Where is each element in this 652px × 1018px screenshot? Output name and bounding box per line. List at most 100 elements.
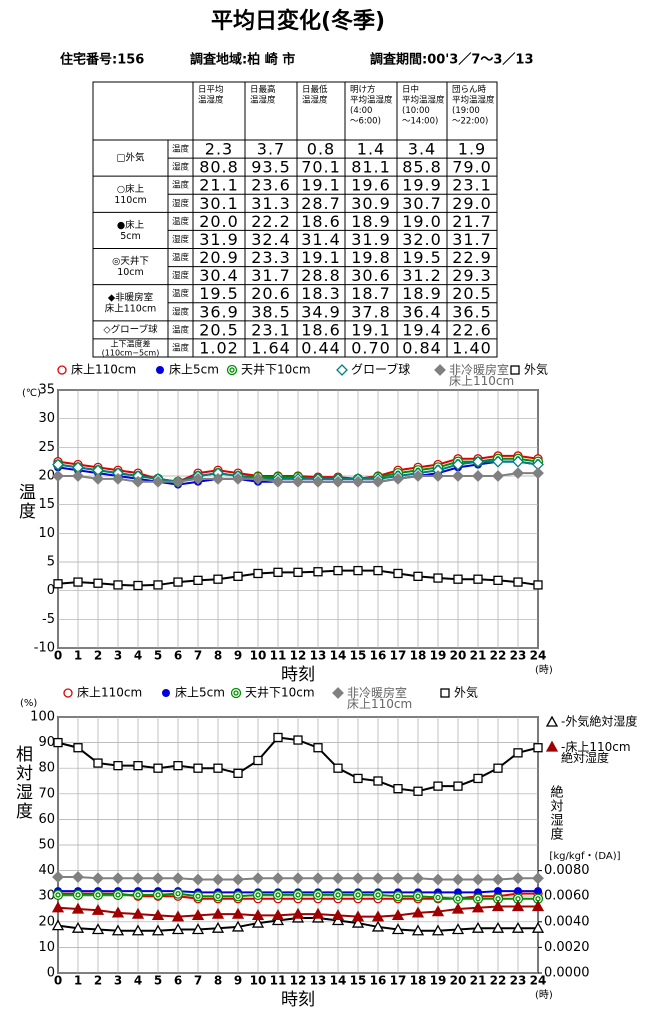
table-cell: 36.5 — [452, 302, 492, 321]
row-group-label: □外気 — [117, 152, 145, 164]
data-point — [193, 575, 203, 585]
x-tick-label: 3 — [114, 974, 122, 988]
x-tick-label: 14 — [330, 649, 347, 663]
data-point — [411, 906, 425, 918]
data-point — [512, 455, 524, 468]
x-tick-label: 20 — [450, 974, 467, 988]
x-tick-label: 3 — [114, 649, 122, 663]
data-point — [273, 567, 283, 577]
row-kind: 湿度 — [172, 198, 190, 209]
marker — [57, 365, 67, 375]
house-no: 住宅番号:156 — [60, 52, 144, 68]
x-axis-label: 時刻 — [281, 665, 315, 685]
table-cell: 0.84 — [402, 338, 442, 357]
data-point — [532, 872, 544, 885]
data-point — [352, 872, 364, 885]
data-point — [433, 781, 443, 791]
table-cell: 20.5 — [452, 284, 492, 303]
data-point — [112, 472, 124, 485]
x-axis-label: 時刻 — [281, 990, 315, 1010]
table-cell: 22.2 — [251, 212, 291, 231]
data-point — [432, 873, 444, 886]
table-cell: 32.4 — [251, 230, 291, 249]
y2-tick-label: 0.0060 — [544, 889, 590, 904]
row-kind: 湿度 — [172, 270, 190, 281]
data-point — [333, 565, 343, 576]
x-tick-label: 4 — [134, 974, 142, 988]
data-point — [413, 571, 423, 581]
y-tick-label: 15 — [38, 497, 55, 512]
x-tick-label: 18 — [410, 974, 427, 988]
x-tick-label: 1 — [74, 649, 82, 663]
x-tick-label: 11 — [270, 649, 287, 663]
x-tick-label: 13 — [310, 649, 327, 663]
x-tick-label: 15 — [350, 974, 367, 988]
data-point — [173, 760, 183, 771]
data-point — [53, 737, 63, 748]
data-point — [133, 580, 143, 591]
data-point — [193, 763, 203, 773]
table-cell: 34.9 — [301, 302, 341, 321]
y2-tick-label: 0.0020 — [544, 940, 590, 955]
y2-axis-unit: [kg/kgf・(DA)] — [549, 851, 620, 862]
data-point — [191, 909, 205, 921]
data-point — [132, 872, 144, 885]
data-point — [392, 472, 404, 485]
data-point — [291, 907, 305, 919]
table-cell: 3.7 — [257, 140, 285, 159]
data-point — [451, 923, 465, 935]
data-point — [351, 916, 365, 928]
table-cell: 19.1 — [301, 248, 341, 267]
y-tick-label: 35 — [38, 383, 55, 398]
x-tick-label: 4 — [134, 649, 142, 663]
data-point — [231, 920, 245, 932]
data-point — [452, 873, 464, 886]
data-point — [131, 907, 145, 919]
data-point — [92, 872, 104, 885]
x-tick-label: 19 — [430, 649, 447, 663]
row-kind: 温度 — [172, 288, 190, 299]
data-point — [432, 470, 444, 482]
x-axis-unit: (時) — [535, 664, 553, 676]
table-cell: 36.9 — [199, 302, 239, 321]
table-cell: 31.7 — [452, 230, 492, 249]
data-point — [132, 475, 144, 488]
legend-label: 非冷暖房室床上110cm — [449, 362, 514, 388]
data-point — [292, 872, 304, 885]
data-point — [352, 889, 364, 901]
data-point — [272, 475, 284, 488]
y-axis-label: 温度 — [15, 483, 36, 521]
marker — [226, 364, 238, 376]
x-tick-label: 12 — [290, 974, 307, 988]
data-point — [332, 872, 344, 885]
legend-label: 床上5cm — [175, 686, 225, 700]
table-cell: 93.5 — [251, 158, 291, 177]
y-tick-label: 60 — [38, 812, 55, 827]
table-border — [92, 81, 498, 358]
data-point — [71, 921, 85, 933]
table-cell: 20.6 — [251, 284, 291, 303]
y-tick-label: 70 — [38, 786, 55, 801]
data-point — [73, 577, 83, 587]
table-cell: 85.8 — [402, 158, 442, 177]
data-point — [133, 760, 143, 771]
data-point — [172, 872, 184, 885]
data-point — [393, 568, 403, 579]
data-point — [252, 889, 264, 901]
y-tick-label: 80 — [38, 761, 55, 776]
x-tick-label: 0 — [54, 974, 62, 988]
data-point — [533, 743, 543, 753]
row-group-label: ◇グローブ球 — [103, 323, 158, 335]
data-point — [353, 565, 363, 576]
row-group-label: ○床上 110cm — [114, 182, 147, 205]
data-point — [352, 475, 364, 488]
x-tick-label: 19 — [430, 974, 447, 988]
column-header: 団らん時平均温湿度(19:00 ～22:00) — [452, 85, 495, 127]
data-point — [233, 571, 243, 581]
table-cell: 30.4 — [199, 266, 239, 285]
data-point — [251, 916, 265, 928]
data-point — [112, 889, 124, 901]
row-kind: 湿度 — [172, 162, 190, 173]
row-group-label: ●床上 5cm — [117, 218, 145, 241]
legend-label: グローブ球 — [351, 362, 410, 377]
